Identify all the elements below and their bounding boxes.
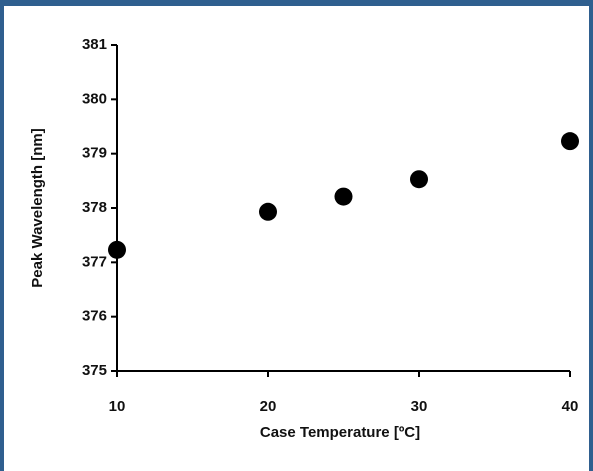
point xyxy=(334,187,353,206)
point xyxy=(410,170,428,189)
y-tick-label: 378 xyxy=(82,199,107,216)
x-axis-label: Case Temperature [ºC] xyxy=(260,424,420,441)
y-axis-label: Peak Wavelength [nm] xyxy=(29,128,46,287)
x-tick-label: 10 xyxy=(109,398,126,415)
y-tick-label: 377 xyxy=(82,253,107,270)
x-tick-label: 30 xyxy=(411,398,428,415)
point xyxy=(108,240,126,259)
point xyxy=(561,132,579,151)
y-tick-label: 379 xyxy=(82,145,107,162)
point xyxy=(259,202,277,221)
y-tick-label: 381 xyxy=(82,36,107,53)
y-tick-label: 375 xyxy=(82,362,107,379)
x-tick-label: 20 xyxy=(260,398,277,415)
y-tick-label: 380 xyxy=(82,90,107,107)
y-tick-label: 376 xyxy=(82,308,107,325)
x-tick-label: 40 xyxy=(562,398,579,415)
